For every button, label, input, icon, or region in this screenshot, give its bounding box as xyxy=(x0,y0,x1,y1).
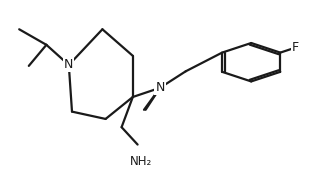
Text: F: F xyxy=(292,41,299,54)
Text: NH₂: NH₂ xyxy=(130,155,152,168)
Text: N: N xyxy=(155,81,165,94)
Text: N: N xyxy=(64,58,74,72)
